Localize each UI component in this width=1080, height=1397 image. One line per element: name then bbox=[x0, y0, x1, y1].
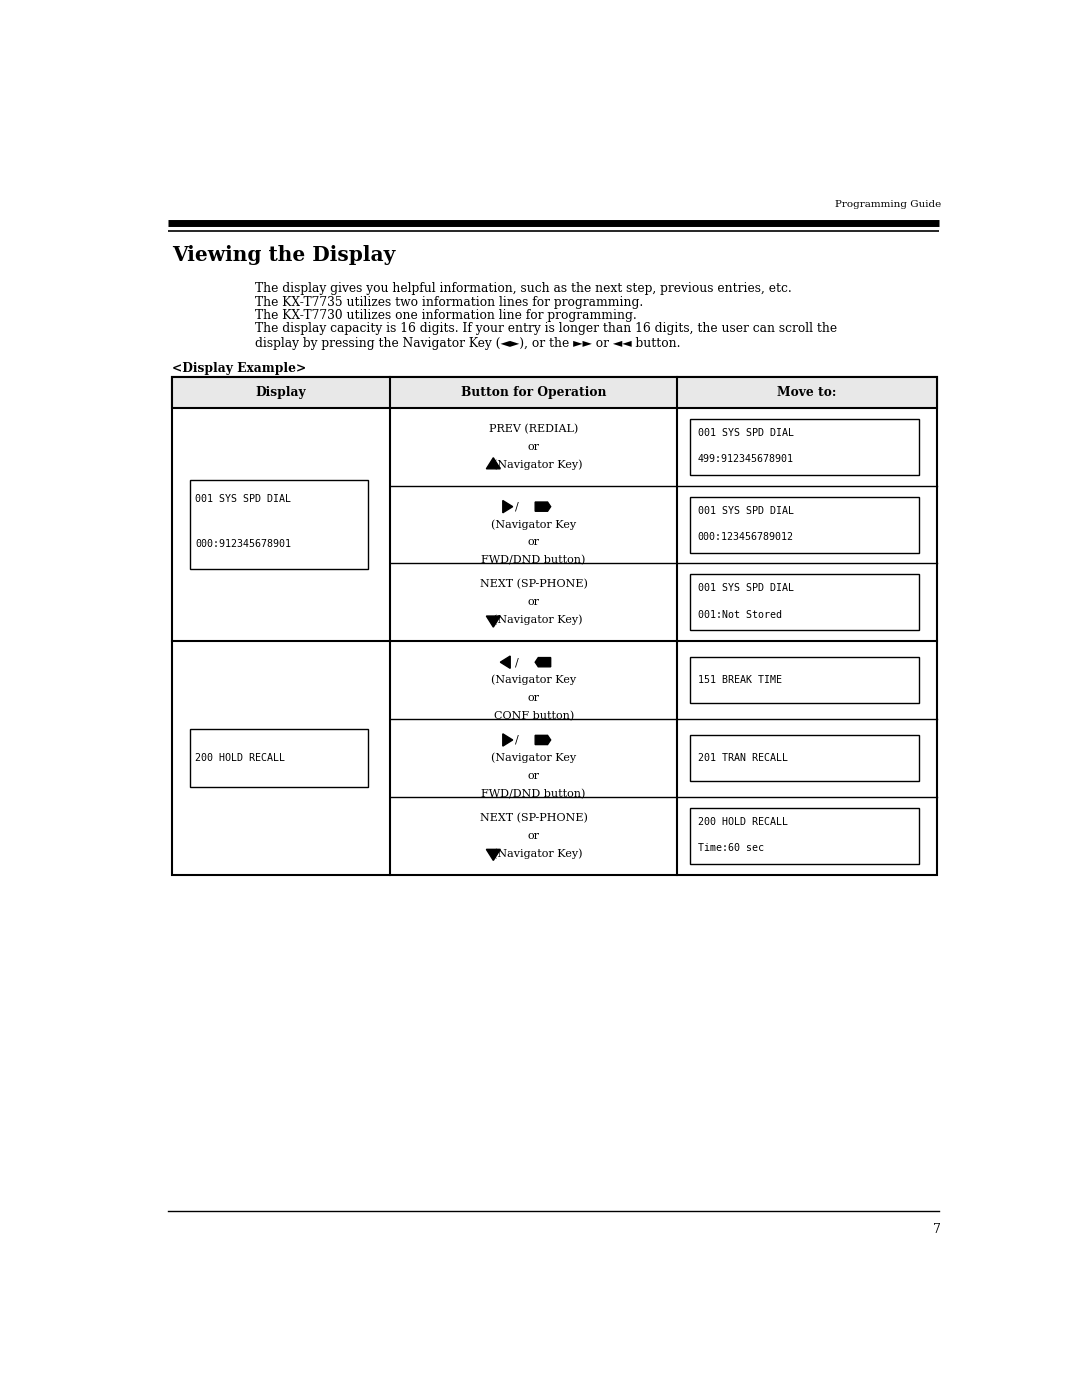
Text: /: / bbox=[515, 735, 518, 745]
Text: 001 SYS SPD DIAL: 001 SYS SPD DIAL bbox=[195, 495, 292, 504]
Text: or: or bbox=[528, 693, 540, 703]
Bar bbox=[172, 377, 937, 875]
Text: or: or bbox=[528, 831, 540, 841]
Bar bbox=[190, 729, 368, 787]
Text: (Navigator Key): (Navigator Key) bbox=[492, 615, 582, 626]
Text: 001 SYS SPD DIAL: 001 SYS SPD DIAL bbox=[698, 506, 794, 515]
Text: or: or bbox=[528, 538, 540, 548]
Bar bbox=[190, 479, 368, 569]
Text: 001:Not Stored: 001:Not Stored bbox=[698, 609, 782, 620]
Text: /: / bbox=[515, 657, 518, 668]
Polygon shape bbox=[536, 502, 551, 511]
Text: (Navigator Key: (Navigator Key bbox=[491, 675, 577, 686]
Text: 200 HOLD RECALL: 200 HOLD RECALL bbox=[698, 817, 787, 827]
Bar bbox=[690, 419, 919, 475]
Polygon shape bbox=[503, 733, 513, 746]
Text: The KX-T7730 utilizes one information line for programming.: The KX-T7730 utilizes one information li… bbox=[255, 309, 637, 323]
Polygon shape bbox=[486, 616, 500, 627]
Text: (Navigator Key): (Navigator Key) bbox=[492, 848, 582, 859]
Text: The KX-T7735 utilizes two information lines for programming.: The KX-T7735 utilizes two information li… bbox=[255, 296, 644, 309]
Text: or: or bbox=[528, 771, 540, 781]
Text: 001 SYS SPD DIAL: 001 SYS SPD DIAL bbox=[698, 427, 794, 437]
Text: /: / bbox=[515, 502, 518, 511]
Text: NEXT (SP-PHONE): NEXT (SP-PHONE) bbox=[480, 580, 588, 590]
Bar bbox=[690, 496, 919, 553]
Text: Display: Display bbox=[256, 386, 307, 400]
Polygon shape bbox=[486, 458, 500, 469]
Bar bbox=[172, 377, 937, 408]
Text: FWD/DND button): FWD/DND button) bbox=[482, 788, 585, 799]
Bar bbox=[172, 377, 937, 408]
Text: 201 TRAN RECALL: 201 TRAN RECALL bbox=[698, 753, 787, 763]
Text: or: or bbox=[528, 441, 540, 451]
Text: display by pressing the Navigator Key (◄►), or the ►► or ◄◄ button.: display by pressing the Navigator Key (◄… bbox=[255, 337, 680, 351]
Polygon shape bbox=[536, 735, 551, 745]
Text: Time:60 sec: Time:60 sec bbox=[698, 842, 764, 854]
Text: 000:123456789012: 000:123456789012 bbox=[698, 532, 794, 542]
Text: Button for Operation: Button for Operation bbox=[461, 386, 606, 400]
Text: PREV (REDIAL): PREV (REDIAL) bbox=[489, 423, 578, 434]
Bar bbox=[690, 574, 919, 630]
Text: Move to:: Move to: bbox=[778, 386, 837, 400]
Bar bbox=[690, 807, 919, 863]
Text: or: or bbox=[528, 598, 540, 608]
Text: NEXT (SP-PHONE): NEXT (SP-PHONE) bbox=[480, 813, 588, 823]
Text: (Navigator Key): (Navigator Key) bbox=[492, 460, 582, 469]
Text: (Navigator Key: (Navigator Key bbox=[491, 520, 577, 529]
Text: 000:912345678901: 000:912345678901 bbox=[195, 539, 292, 549]
Polygon shape bbox=[500, 657, 510, 668]
Bar bbox=[690, 735, 919, 781]
Text: CONF button): CONF button) bbox=[494, 711, 573, 721]
Polygon shape bbox=[503, 500, 513, 513]
Text: FWD/DND button): FWD/DND button) bbox=[482, 555, 585, 566]
Text: The display capacity is 16 digits. If your entry is longer than 16 digits, the u: The display capacity is 16 digits. If yo… bbox=[255, 323, 837, 335]
Bar bbox=[690, 657, 919, 704]
Text: 7: 7 bbox=[933, 1222, 941, 1235]
Text: Viewing the Display: Viewing the Display bbox=[172, 244, 395, 264]
Text: 200 HOLD RECALL: 200 HOLD RECALL bbox=[195, 753, 285, 763]
Text: (Navigator Key: (Navigator Key bbox=[491, 753, 577, 763]
Text: 001 SYS SPD DIAL: 001 SYS SPD DIAL bbox=[698, 584, 794, 594]
Text: 151 BREAK TIME: 151 BREAK TIME bbox=[698, 675, 782, 685]
Text: Programming Guide: Programming Guide bbox=[835, 200, 941, 210]
Polygon shape bbox=[536, 658, 551, 666]
Polygon shape bbox=[486, 849, 500, 861]
Text: The display gives you helpful information, such as the next step, previous entri: The display gives you helpful informatio… bbox=[255, 282, 792, 295]
Text: 499:912345678901: 499:912345678901 bbox=[698, 454, 794, 464]
Text: <Display Example>: <Display Example> bbox=[172, 362, 307, 374]
